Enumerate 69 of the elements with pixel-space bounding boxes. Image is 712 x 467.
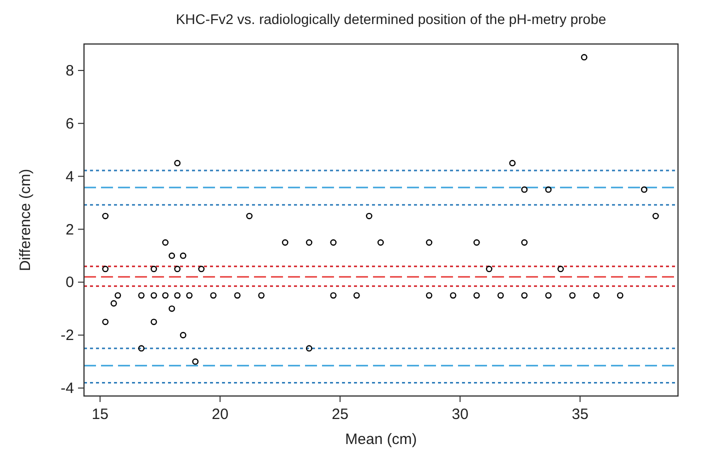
point [110, 300, 117, 307]
point [593, 292, 600, 299]
point [509, 160, 516, 166]
point [521, 239, 528, 246]
point [640, 186, 648, 193]
point [168, 305, 176, 312]
point [282, 239, 288, 246]
point [174, 160, 181, 166]
point [426, 239, 432, 246]
point [521, 292, 528, 299]
y-axis-title: Difference (cm) [17, 168, 34, 272]
x-tick-label: 20 [212, 406, 228, 423]
x-tick-label: 35 [572, 406, 588, 423]
point [652, 212, 659, 220]
point [258, 292, 265, 299]
point [198, 266, 205, 272]
point [210, 292, 217, 299]
point [234, 292, 241, 299]
point [473, 292, 480, 299]
point [366, 212, 372, 220]
point [473, 239, 480, 246]
x-tick-label: 15 [92, 406, 108, 423]
point [162, 239, 169, 246]
y-tick-label: -4 [60, 380, 74, 398]
point [138, 345, 145, 352]
point [557, 266, 564, 272]
point [180, 332, 186, 338]
point [168, 252, 176, 259]
point [174, 266, 181, 272]
point [521, 186, 528, 193]
x-tick-label: 25 [332, 406, 348, 423]
point [306, 345, 312, 352]
point [545, 292, 552, 299]
point [353, 292, 360, 299]
point [306, 239, 312, 246]
y-tick-label: 6 [66, 115, 74, 132]
point [426, 292, 432, 299]
y-tick-label: 8 [66, 62, 74, 80]
point [497, 292, 504, 299]
y-tick-label: 0 [66, 274, 74, 292]
point [580, 54, 588, 60]
point [150, 318, 158, 326]
point [150, 292, 158, 299]
y-tick-label: -2 [60, 327, 74, 344]
point [192, 358, 199, 365]
point [138, 292, 145, 299]
chart-title: KHC-Fv2 vs. radiologically determined position of the pH-metry probe [176, 11, 606, 27]
x-axis-title: Mean (cm) [345, 431, 417, 448]
y-tick-label: 4 [66, 168, 74, 186]
point [114, 292, 122, 299]
point [102, 318, 109, 326]
point [162, 292, 169, 299]
point [486, 266, 492, 272]
x-tick-label: 30 [452, 406, 468, 423]
point [174, 292, 181, 299]
point [180, 252, 186, 259]
point [450, 292, 456, 299]
point [569, 292, 576, 299]
point [616, 292, 624, 299]
point [330, 239, 337, 246]
point [246, 212, 253, 220]
point [545, 186, 552, 193]
point [377, 239, 384, 246]
point [102, 212, 109, 220]
point [330, 292, 337, 299]
y-tick-label: 2 [66, 221, 74, 238]
point [150, 266, 158, 272]
point [102, 266, 109, 272]
point [186, 292, 193, 299]
